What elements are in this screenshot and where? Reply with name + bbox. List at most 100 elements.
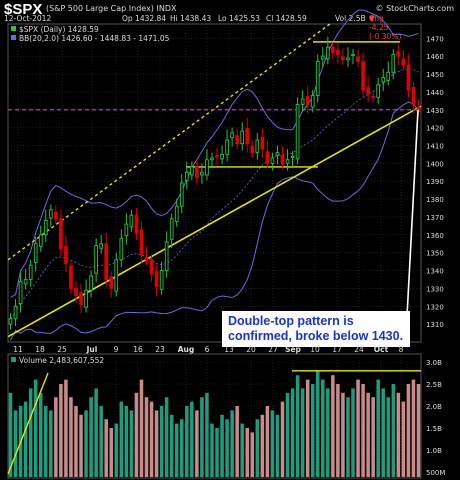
volume-bar bbox=[139, 379, 144, 477]
volume-bar bbox=[164, 397, 169, 477]
volume-bar bbox=[104, 419, 108, 477]
volume-bar bbox=[28, 388, 33, 477]
volume-bar bbox=[230, 410, 234, 477]
candle-body bbox=[391, 53, 396, 73]
volume-bar bbox=[336, 384, 340, 477]
volume-bar bbox=[33, 379, 38, 477]
bb-middle-band bbox=[10, 68, 419, 320]
quote-change-value: Chg -4.25 (-0.30%) bbox=[369, 14, 402, 41]
volume-bar bbox=[154, 410, 159, 477]
x-tick-label: 8 bbox=[399, 345, 404, 354]
volume-bar bbox=[346, 397, 350, 477]
volume-bar bbox=[124, 406, 129, 477]
legend-bb: BB(20,2.0) 1426.60 - 1448.83 - 1471.05 bbox=[19, 34, 170, 43]
candle-body bbox=[346, 57, 350, 61]
price-tick-label: 1420 bbox=[426, 125, 444, 133]
legend-volume: Volume 2,483,607,552 bbox=[19, 356, 104, 365]
candle-body bbox=[69, 265, 73, 289]
volume-bar bbox=[295, 375, 300, 477]
volume-bar bbox=[361, 384, 365, 477]
x-tick-label: 20 bbox=[246, 345, 256, 354]
quote-low: Lo 1425.53 bbox=[218, 14, 261, 23]
x-tick-label: Jul bbox=[86, 345, 98, 354]
candle-body bbox=[260, 136, 265, 150]
bb-lower-band bbox=[10, 101, 419, 341]
volume-bar bbox=[255, 419, 260, 477]
candle-body bbox=[184, 171, 189, 181]
volume-bar bbox=[331, 375, 335, 477]
quote-date: 12-Oct-2012 bbox=[4, 14, 52, 23]
price-tick-label: 1320 bbox=[426, 303, 444, 311]
volume-bar bbox=[386, 397, 391, 477]
volume-bar bbox=[69, 397, 73, 477]
volume-tick-label: 2.0B bbox=[426, 403, 442, 411]
volume-bar bbox=[376, 379, 380, 477]
volume-bar bbox=[341, 392, 345, 477]
volume-bar bbox=[54, 397, 58, 477]
candle-body bbox=[48, 209, 53, 219]
volume-bar bbox=[305, 379, 310, 477]
volume-bar bbox=[89, 397, 93, 477]
volume-bar bbox=[215, 428, 219, 477]
volume-bar bbox=[260, 414, 265, 477]
candle-body bbox=[109, 276, 114, 289]
candle-body bbox=[320, 55, 325, 60]
candle-body bbox=[285, 159, 290, 164]
x-tick-label: 11 bbox=[13, 345, 23, 354]
candle-body bbox=[59, 218, 63, 250]
volume-bar bbox=[38, 392, 43, 477]
x-tick-label: 10 bbox=[310, 345, 320, 354]
volume-bar bbox=[240, 423, 244, 477]
candle-body bbox=[235, 135, 239, 145]
candle-body bbox=[38, 234, 43, 247]
volume-bar bbox=[285, 392, 290, 477]
candle-body bbox=[336, 49, 340, 55]
volume-tick-label: 2.5B bbox=[426, 381, 442, 389]
volume-bar bbox=[179, 419, 184, 477]
volume-bar bbox=[134, 392, 139, 477]
volume-bar bbox=[200, 397, 204, 477]
volume-bar bbox=[190, 401, 194, 477]
candle-body bbox=[114, 259, 119, 292]
x-tick-label: 17 bbox=[332, 345, 342, 354]
down-arrow-icon: ▼ bbox=[369, 14, 375, 23]
volume-bar bbox=[310, 384, 315, 477]
legend-price: $SPX (Daily) 1428.59 bbox=[19, 25, 99, 34]
x-tick-label: 25 bbox=[57, 345, 67, 354]
candle-body bbox=[64, 245, 68, 264]
volume-bar bbox=[406, 384, 411, 477]
quote-close: Cl 1428.59 bbox=[266, 14, 307, 23]
candle-body bbox=[99, 243, 104, 249]
candle-body bbox=[356, 56, 360, 62]
candle-body bbox=[225, 139, 229, 155]
volume-bar bbox=[235, 406, 239, 477]
candle-body bbox=[190, 166, 194, 176]
price-tick-label: 1400 bbox=[426, 160, 444, 168]
volume-tick-label: 1.5B bbox=[426, 425, 442, 433]
candle-body bbox=[381, 77, 386, 83]
candle-body bbox=[215, 154, 219, 157]
candle-body bbox=[411, 86, 416, 105]
candle-body bbox=[361, 61, 365, 91]
x-tick-label: Oct bbox=[374, 345, 389, 354]
candle-body bbox=[13, 305, 18, 320]
volume-bar bbox=[119, 401, 124, 477]
x-tick-label: 24 bbox=[354, 345, 364, 354]
price-tick-label: 1330 bbox=[426, 285, 444, 293]
x-tick-label: Sep bbox=[285, 345, 301, 354]
candle-body bbox=[134, 214, 139, 234]
index-exchange: INDX bbox=[156, 4, 177, 13]
candle-body bbox=[366, 86, 370, 95]
candle-body bbox=[54, 212, 58, 220]
volume-bar bbox=[74, 406, 78, 477]
candle-body bbox=[265, 151, 270, 164]
price-tick-label: 1370 bbox=[426, 214, 444, 222]
candle-body bbox=[129, 214, 134, 228]
price-tick-label: 1310 bbox=[426, 321, 444, 329]
candle-body bbox=[295, 103, 300, 160]
price-tick-label: 1410 bbox=[426, 142, 444, 150]
annotation-callout: Double-top pattern is confirmed, broke b… bbox=[222, 311, 410, 347]
volume-bar bbox=[84, 410, 88, 477]
quote-row: 12-Oct-2012 Op 1432.84 Hi 1438.43 Lo 142… bbox=[0, 14, 460, 41]
volume-bar bbox=[321, 379, 325, 477]
